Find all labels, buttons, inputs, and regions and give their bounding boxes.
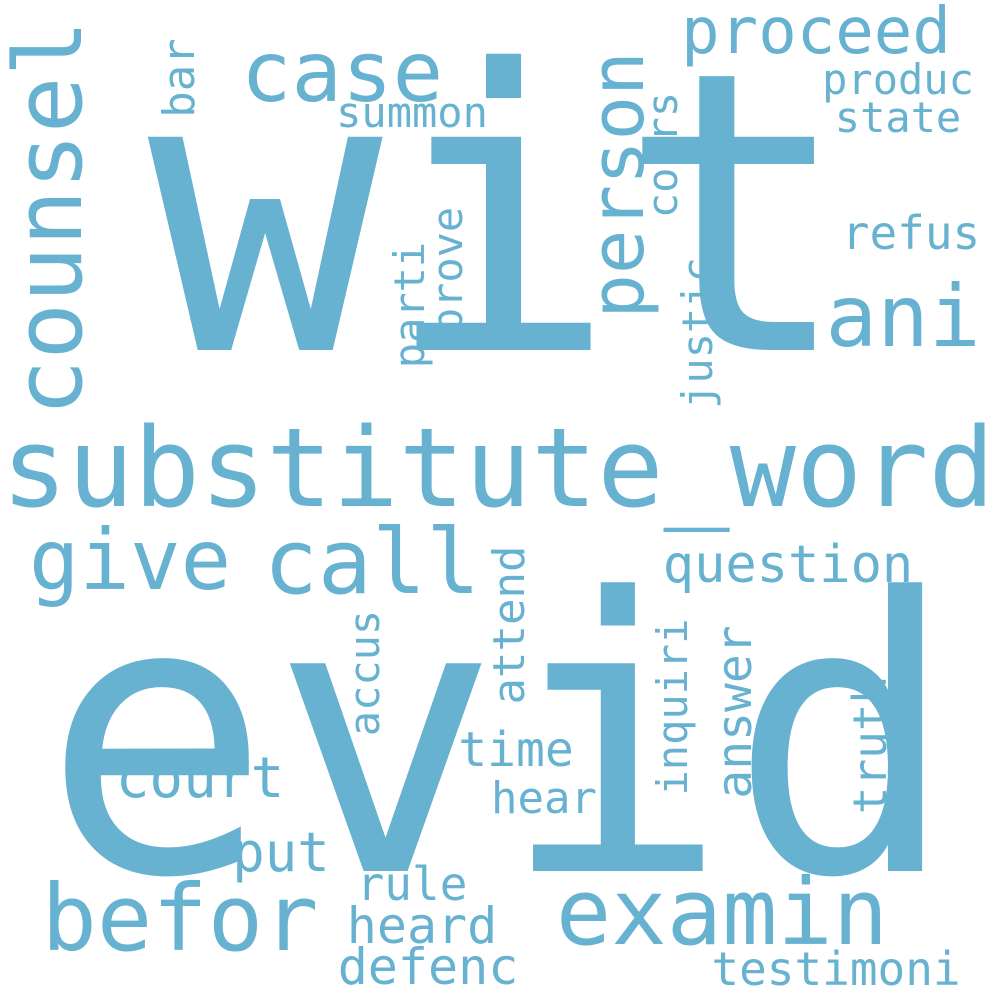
word-prove: prove [423,206,472,334]
word-evid: evid [42,518,958,961]
word-attend: attend [484,545,535,705]
word-cours: cours [638,91,687,219]
word-inquiri: inquiri [648,618,697,796]
word-befor: befor [41,865,319,972]
word-give: give [28,511,232,609]
word-court: court [115,746,285,811]
word-heard: heard [346,897,498,955]
word-answer: answer [707,625,763,799]
word-defenc: defenc [337,938,519,996]
word-hear: hear [491,773,597,824]
word-question: question [662,535,914,595]
word-wit: wit [147,0,853,442]
word-call: call [263,510,481,615]
word-testimoni: testimoni [711,942,961,996]
word-put: put [232,821,330,884]
word-substitute-word: substitute_word [1,404,995,532]
word-truth: truth [843,675,897,815]
word-refus: refus [841,206,981,260]
word-examin: examin [555,859,889,966]
word-accus: accus [340,609,389,737]
word-case: case [240,23,444,121]
word-bar: bar [154,38,205,118]
word-proceed: proceed [681,0,951,69]
word-time: time [458,722,574,778]
word-summon: summon [336,88,488,137]
word-justic: justic [673,257,722,409]
word-produc: produc [822,55,974,104]
word-state: state [834,93,962,142]
word-ani: ani [825,267,981,367]
word-counsel: counsel [0,19,104,417]
word-rule: rule [356,857,468,911]
